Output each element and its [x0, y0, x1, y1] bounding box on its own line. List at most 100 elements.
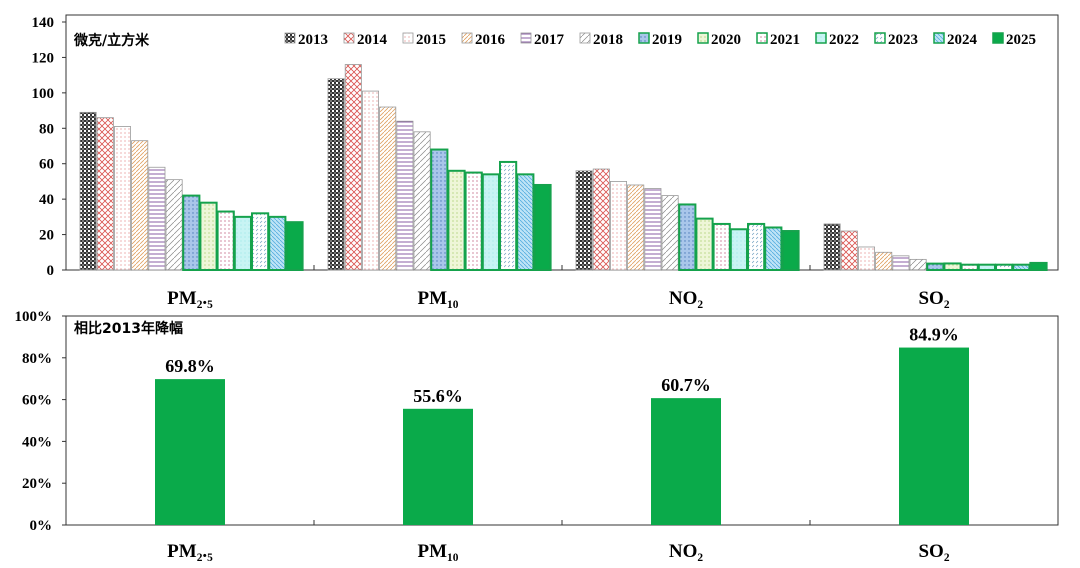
y-tick-label: 120 — [32, 50, 55, 66]
legend-swatch — [520, 32, 532, 44]
legend-label: 2021 — [770, 32, 800, 48]
y-tick-label: 20% — [22, 476, 52, 492]
legend-swatch — [815, 32, 827, 44]
legend-item-2022: 2022 — [815, 32, 859, 48]
bar-2025 — [285, 221, 304, 272]
bar-2022 — [977, 263, 996, 271]
y-tick-label: 0 — [47, 263, 55, 279]
reduction-bar — [403, 408, 473, 525]
bar-2013 — [327, 78, 345, 271]
bar-2024 — [764, 226, 783, 272]
y-tick-label: 80 — [39, 121, 54, 137]
bar-2017 — [892, 255, 910, 271]
bar-2025 — [781, 230, 800, 271]
bar-2022 — [481, 173, 500, 271]
legend-label: 2019 — [652, 32, 682, 48]
bar-2021 — [216, 210, 235, 272]
bar-2024 — [1012, 263, 1031, 271]
bar-2014 — [840, 230, 858, 271]
legend-label: 2024 — [947, 32, 978, 48]
bar-2016 — [379, 106, 397, 271]
legend-label: 2017 — [534, 32, 565, 48]
bar-2021 — [960, 263, 979, 271]
legend-swatch — [756, 32, 768, 44]
reduction-bar — [155, 379, 225, 525]
x-category-label: PM₂.₅ — [167, 541, 213, 562]
legend-label: 2025 — [1006, 32, 1036, 48]
bar-2024 — [268, 215, 287, 272]
y-tick-label: 40% — [22, 434, 52, 450]
bar-2018 — [165, 179, 183, 271]
data-label: 55.6% — [413, 386, 463, 406]
legend-label: 2015 — [416, 32, 446, 48]
y-tick-label: 100% — [15, 309, 53, 325]
legend-label: 2020 — [711, 32, 741, 48]
data-label: 60.7% — [661, 375, 711, 395]
bar-2019 — [678, 203, 697, 271]
legend-swatch — [933, 32, 945, 44]
reduction-chart: 相比2013年降幅 0% 20% 40% 60% 80% 100% 69.8% PM₂.₅ 55… — [15, 309, 1059, 562]
bar-2019 — [182, 194, 201, 272]
reduction-bar — [899, 347, 969, 525]
legend-item-2015: 2015 — [402, 32, 446, 48]
reduction-title: 相比2013年降幅 — [74, 320, 183, 337]
legend-item-2013: 2013 — [284, 32, 328, 48]
bar-2021 — [712, 222, 731, 271]
legend-item-2021: 2021 — [756, 32, 800, 48]
legend-label: 2013 — [298, 32, 328, 48]
legend-swatch — [284, 32, 296, 44]
legend-swatch — [874, 32, 886, 44]
bar-2020 — [447, 169, 466, 271]
legend-swatch — [579, 32, 591, 44]
bar-2020 — [695, 217, 714, 271]
bar-2023 — [251, 212, 270, 271]
x-category-label: PM₁₀ — [418, 288, 459, 309]
bar-2014 — [592, 168, 610, 271]
bar-2020 — [199, 201, 218, 271]
legend-swatch — [343, 32, 355, 44]
legend-label: 2022 — [829, 32, 859, 48]
bar-2021 — [464, 171, 483, 271]
legend-item-2017: 2017 — [520, 32, 565, 48]
legend-swatch — [402, 32, 414, 44]
legend-label: 2023 — [888, 32, 918, 48]
legend-item-2024: 2024 — [933, 32, 978, 48]
bar-2017 — [396, 120, 414, 271]
y-tick-label: 100 — [32, 86, 55, 102]
bar-2013 — [79, 111, 97, 271]
bar-2013 — [575, 170, 593, 271]
x-category-label: PM₂.₅ — [167, 288, 213, 309]
bar-2025 — [533, 183, 552, 272]
x-category-label: NO₂ — [669, 541, 704, 562]
bar-2014 — [96, 117, 114, 271]
bar-2022 — [729, 228, 748, 271]
bar-2016 — [627, 184, 645, 271]
legend-label: 2016 — [475, 32, 506, 48]
y-tick-label: 40 — [39, 192, 54, 208]
bar-2014 — [344, 64, 362, 271]
bar-2019 — [430, 148, 449, 272]
bar-2018 — [661, 195, 679, 271]
bar-2023 — [995, 263, 1014, 271]
reduction-bar — [651, 398, 721, 525]
bar-2016 — [875, 251, 893, 271]
legend-item-2020: 2020 — [697, 32, 741, 48]
bar-2020 — [943, 262, 962, 271]
unit-label: 微克/立方米 — [73, 32, 150, 49]
bar-2025 — [1029, 261, 1048, 271]
bar-2018 — [413, 131, 431, 271]
y-tick-label: 60% — [22, 393, 52, 409]
bar-2024 — [516, 173, 535, 271]
y-tick-label: 60 — [39, 157, 54, 173]
data-label: 84.9% — [909, 325, 959, 345]
bar-2022 — [233, 215, 253, 272]
bar-2015 — [858, 246, 876, 271]
legend-item-2018: 2018 — [579, 32, 623, 48]
bar-2013 — [823, 223, 841, 271]
bar-2016 — [131, 140, 149, 271]
y-tick-label: 140 — [32, 15, 55, 31]
y-tick-label: 80% — [22, 351, 52, 367]
legend-item-2016: 2016 — [461, 32, 506, 48]
bar-2015 — [361, 90, 379, 271]
